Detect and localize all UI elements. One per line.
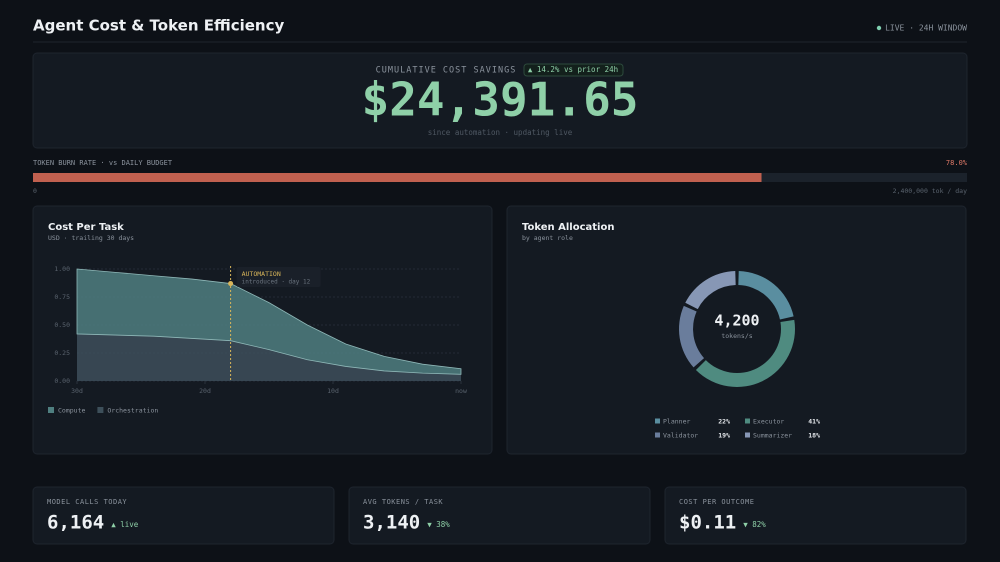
status: LIVE · 24H WINDOW [885, 24, 967, 33]
allocation-panel [506, 205, 967, 455]
y-tick-label: 0.00 [54, 377, 70, 385]
allocation-title: Token Allocation [522, 222, 614, 233]
center-value: 4,200 [714, 312, 759, 330]
live-dot [876, 25, 882, 31]
legend-value: 22% [718, 418, 730, 426]
legend-label: Validator [663, 432, 698, 440]
page-title: Agent Cost & Token Efficiency [33, 17, 284, 35]
legend-swatch [745, 432, 750, 438]
legend-value: 18% [808, 432, 820, 440]
burn-start: 0 [33, 187, 37, 195]
legend-label: Orchestration [107, 407, 158, 415]
kpi-delta: ▲ live [111, 520, 139, 529]
legend-label: Planner [663, 418, 690, 426]
donut-segment [679, 305, 705, 368]
burn-percent: 78.0% [946, 159, 968, 167]
x-tick-label: 30d [71, 387, 83, 395]
savings-badge [523, 63, 624, 77]
kpi-value: $0.11 [679, 512, 736, 534]
savings-panel [32, 52, 968, 149]
y-tick-label: 1.00 [54, 265, 70, 273]
y-tick-label: 0.50 [54, 321, 70, 329]
area [77, 333, 461, 381]
legend-value: 19% [718, 432, 730, 440]
center-label: tokens/s [721, 332, 752, 340]
donut-segment [685, 271, 736, 310]
savings-note: since automation · updating live [428, 128, 573, 137]
annotation-label: AUTOMATION [242, 270, 281, 278]
legend-value: 41% [808, 418, 820, 426]
savings-label: CUMULATIVE COST SAVINGS [376, 66, 517, 76]
y-tick-label: 0.75 [54, 293, 70, 301]
legend-label: Summarizer [753, 432, 792, 440]
burn-fill [33, 173, 762, 182]
donut-segment [695, 319, 795, 388]
kpi-delta: ▼ 82% [743, 520, 766, 529]
kpi-value: 6,164 [47, 512, 104, 534]
x-tick-label: 20d [199, 387, 211, 395]
legend-swatch [655, 418, 660, 424]
kpi-delta: ▼ 38% [427, 520, 450, 529]
annotation-box [236, 267, 321, 287]
kpi-label: COST PER OUTCOME [679, 498, 754, 506]
x-tick-label: now [455, 387, 467, 395]
burn-label: TOKEN BURN RATE · vs DAILY BUDGET [33, 159, 173, 167]
kpi-label: MODEL CALLS TODAY [47, 498, 127, 506]
cost-title: Cost Per Task [48, 222, 124, 233]
area [76, 268, 462, 375]
kpi-label: AVG TOKENS / TASK [363, 498, 443, 506]
savings-value: $24,391.65 [362, 73, 639, 127]
kpi-card [348, 486, 651, 545]
legend-label: Executor [753, 418, 784, 426]
donut-segment [738, 271, 794, 320]
legend-swatch [745, 418, 750, 424]
kpi-card [32, 486, 335, 545]
legend-swatch [48, 407, 54, 413]
legend-label: Compute [58, 407, 85, 415]
annotation-sublabel: introduced · day 12 [242, 279, 311, 286]
burn-end: 2,400,000 tok / day [893, 187, 967, 195]
cost-subtitle: USD · trailing 30 days [48, 234, 134, 242]
legend-swatch [97, 407, 104, 413]
savings-badge-text: ▲ 14.2% vs prior 24h [528, 65, 618, 74]
y-tick-label: 0.25 [54, 349, 70, 357]
allocation-subtitle: by agent role [522, 234, 573, 242]
kpi-card [664, 486, 967, 545]
legend-swatch [655, 432, 660, 438]
x-tick-label: 10d [327, 387, 339, 395]
kpi-value: 3,140 [363, 512, 420, 534]
annotation-dot [228, 281, 234, 287]
